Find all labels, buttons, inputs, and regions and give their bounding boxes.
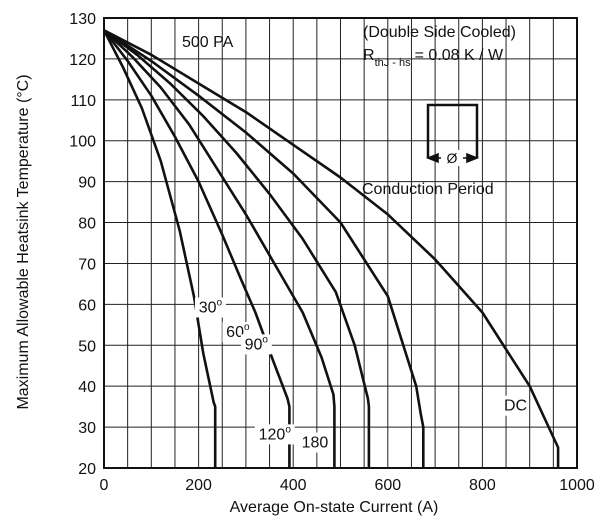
curve-label-text: 60	[226, 324, 244, 341]
curve-label: 60o	[226, 322, 250, 341]
cooling-note: (Double Side Cooled)	[363, 24, 516, 41]
rth-label: RthJ - hs = 0.08 K / W	[363, 47, 504, 69]
series-line	[102, 29, 217, 468]
curve-label-degree: o	[217, 298, 223, 309]
rth-symbol: R	[363, 47, 375, 64]
curve-label-degree: o	[244, 322, 250, 333]
curve-label-text: 90	[245, 336, 263, 353]
x-tick-label: 1000	[559, 477, 595, 494]
curve-label-degree: o	[285, 424, 291, 435]
curve-label: 180	[302, 435, 329, 452]
rth-value: = 0.08 K / W	[415, 47, 504, 64]
y-tick-labels: 20 30 40 50 60 70 80 90 100 110 120 130	[69, 11, 96, 478]
device-label: 500 PA	[182, 34, 234, 51]
series-line	[103, 29, 371, 468]
x-tick-label: 800	[469, 477, 496, 494]
curve-label: 120o	[259, 424, 292, 443]
series-line	[103, 29, 336, 468]
y-tick-label: 30	[78, 420, 96, 437]
x-tick-label: 0	[100, 477, 109, 494]
x-axis-title: Average On-state Current (A)	[230, 499, 439, 516]
curve-label-background	[194, 297, 226, 318]
conduction-period-label: Conduction Period	[362, 181, 494, 198]
curve-label-text: 30	[199, 300, 217, 317]
y-tick-label: 120	[69, 52, 96, 69]
y-tick-label: 80	[78, 216, 96, 233]
curve-label: DC	[504, 398, 527, 415]
y-tick-label: 110	[70, 93, 96, 110]
phi-symbol: Ø	[447, 150, 458, 166]
curve-label-text: 120	[259, 426, 286, 443]
rth-subscript: thJ - hs	[375, 57, 412, 69]
x-tick-label: 600	[374, 477, 401, 494]
y-tick-label: 90	[78, 175, 96, 192]
curve-label-background	[240, 334, 272, 355]
curve-label-degree: o	[262, 334, 268, 345]
x-tick-label: 400	[280, 477, 307, 494]
series-line	[103, 29, 560, 468]
curve-label-text: 180	[302, 435, 329, 452]
x-tick-label: 200	[185, 477, 212, 494]
y-tick-label: 100	[69, 134, 96, 151]
curve-label-background	[503, 395, 528, 416]
curve-label: 90o	[245, 334, 269, 353]
curve-label-background	[298, 432, 332, 453]
series-line	[102, 29, 291, 468]
y-tick-label: 40	[78, 379, 96, 396]
y-tick-label: 20	[78, 461, 96, 478]
y-axis-title: Maximum Allowable Heatsink Temperature (…	[15, 74, 32, 409]
y-tick-label: 50	[78, 338, 96, 355]
series-lines	[102, 29, 560, 468]
curve-label-background	[254, 424, 295, 445]
y-tick-label: 130	[69, 11, 96, 28]
y-tick-label: 70	[78, 256, 96, 273]
curve-label-text: DC	[504, 398, 527, 415]
y-tick-label: 60	[78, 297, 96, 314]
curve-label: 30o	[199, 298, 223, 317]
x-tick-labels: 0 200 400 600 800 1000	[100, 477, 595, 494]
plot-border	[103, 17, 578, 469]
series-line	[103, 29, 425, 468]
conduction-period-icon	[426, 103, 479, 158]
